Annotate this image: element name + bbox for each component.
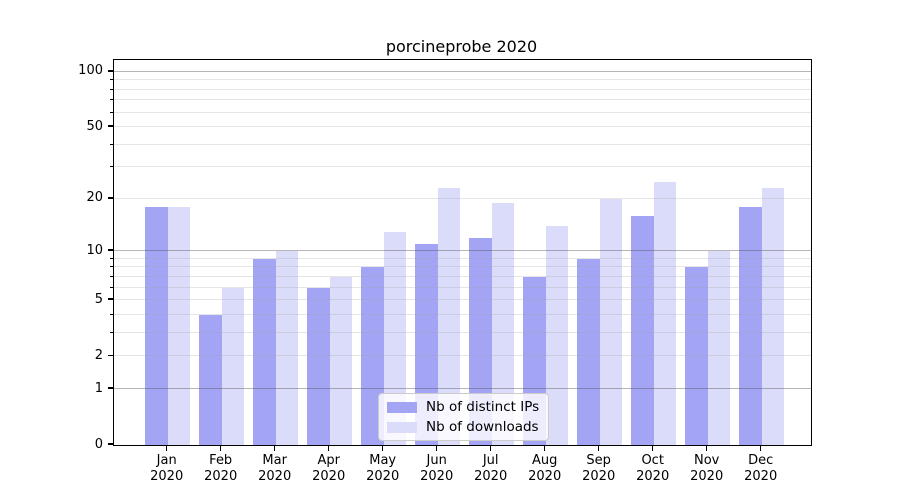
bar-nb-of-distinct-ips-jan-2020 [144, 207, 168, 445]
x-tick-mark [220, 445, 222, 451]
y-tick-label: 20 [86, 190, 103, 206]
gridline-minor [114, 197, 811, 199]
bar-nb-of-downloads-jul-2020 [491, 202, 514, 445]
gridline-minor [114, 111, 811, 113]
bar-nb-of-downloads-nov-2020 [707, 251, 730, 445]
x-tick-mark [706, 445, 708, 451]
legend: Nb of distinct IPs Nb of downloads [378, 393, 550, 441]
bar-nb-of-downloads-dec-2020 [761, 188, 784, 445]
bar-nb-of-distinct-ips-nov-2020 [684, 267, 708, 445]
y-tick-label: 0 [94, 436, 103, 452]
gridline-minor [114, 79, 811, 81]
x-tick-mark [598, 445, 600, 451]
gridline-minor [114, 126, 811, 128]
x-tick-label-nov: Nov 2020 [690, 453, 724, 484]
bar-nb-of-distinct-ips-oct-2020 [630, 215, 654, 445]
gridline-minor [114, 286, 811, 288]
gridline-major [114, 70, 811, 72]
x-tick-label-may: May 2020 [366, 453, 400, 484]
bar-nb-of-distinct-ips-apr-2020 [306, 287, 330, 445]
bar-nb-of-downloads-mar-2020 [275, 251, 298, 445]
x-tick-mark [490, 445, 492, 451]
x-tick-label-dec: Dec 2020 [744, 453, 778, 484]
bar-nb-of-distinct-ips-feb-2020 [198, 314, 222, 445]
x-tick-mark [760, 445, 762, 451]
x-tick-label-jun: Jun 2020 [420, 453, 454, 484]
x-tick-label-jan: Jan 2020 [150, 453, 184, 484]
gridline-major [114, 250, 811, 252]
x-tick-mark [328, 445, 330, 451]
x-tick-label-oct: Oct 2020 [636, 453, 670, 484]
legend-swatch-nb-of-downloads [387, 421, 417, 433]
gridline-minor [114, 266, 811, 268]
plot-area: Nb of distinct IPs Nb of downloads [113, 59, 812, 446]
gridline-minor [114, 166, 811, 168]
gridline-minor [114, 355, 811, 357]
gridline-minor [114, 143, 811, 145]
y-tick-label: 100 [78, 63, 103, 79]
x-tick-mark [436, 445, 438, 451]
gridline-minor [114, 88, 811, 90]
bar-nb-of-downloads-feb-2020 [221, 287, 244, 445]
legend-label: Nb of downloads [426, 419, 539, 435]
bar-nb-of-downloads-oct-2020 [653, 181, 676, 445]
x-tick-mark [652, 445, 654, 451]
gridline-minor [114, 257, 811, 259]
x-tick-label-sep: Sep 2020 [582, 453, 616, 484]
gridline-minor [114, 313, 811, 315]
bar-nb-of-downloads-aug-2020 [545, 226, 568, 445]
gridline-minor [114, 275, 811, 277]
bar-nb-of-downloads-jun-2020 [437, 188, 460, 445]
gridline-major [114, 388, 811, 389]
x-tick-mark [382, 445, 384, 451]
grid-layer [114, 60, 811, 445]
bar-nb-of-distinct-ips-mar-2020 [252, 258, 276, 445]
x-tick-mark [166, 445, 168, 451]
bar-nb-of-distinct-ips-may-2020 [360, 267, 384, 445]
y-tick-label: 2 [94, 347, 103, 363]
bar-nb-of-downloads-jan-2020 [167, 207, 190, 445]
gridline-minor [114, 99, 811, 101]
bar-nb-of-distinct-ips-dec-2020 [738, 207, 762, 445]
legend-item-nb-of-distinct-ips: Nb of distinct IPs [387, 399, 539, 415]
gridline-minor [114, 331, 811, 333]
x-tick-label-apr: Apr 2020 [312, 453, 346, 484]
bar-nb-of-downloads-apr-2020 [329, 276, 352, 445]
legend-label: Nb of distinct IPs [426, 399, 540, 415]
x-tick-label-jul: Jul 2020 [474, 453, 508, 484]
y-tick-label: 10 [86, 242, 103, 258]
chart-title: porcineprobe 2020 [385, 37, 538, 56]
bar-nb-of-distinct-ips-sep-2020 [576, 258, 600, 445]
legend-item-nb-of-downloads: Nb of downloads [387, 419, 539, 435]
legend-swatch-nb-of-distinct-ips [387, 401, 417, 413]
x-tick-mark [274, 445, 276, 451]
x-tick-label-aug: Aug 2020 [528, 453, 562, 484]
bar-nb-of-downloads-may-2020 [383, 231, 406, 445]
y-tick-label: 1 [94, 380, 103, 396]
x-tick-mark [544, 445, 546, 451]
gridline-minor [114, 299, 811, 301]
x-tick-label-feb: Feb 2020 [204, 453, 238, 484]
bar-nb-of-downloads-sep-2020 [599, 198, 622, 445]
y-tick-label: 5 [94, 291, 103, 307]
y-tick-label: 50 [86, 118, 103, 134]
x-tick-label-mar: Mar 2020 [258, 453, 292, 484]
